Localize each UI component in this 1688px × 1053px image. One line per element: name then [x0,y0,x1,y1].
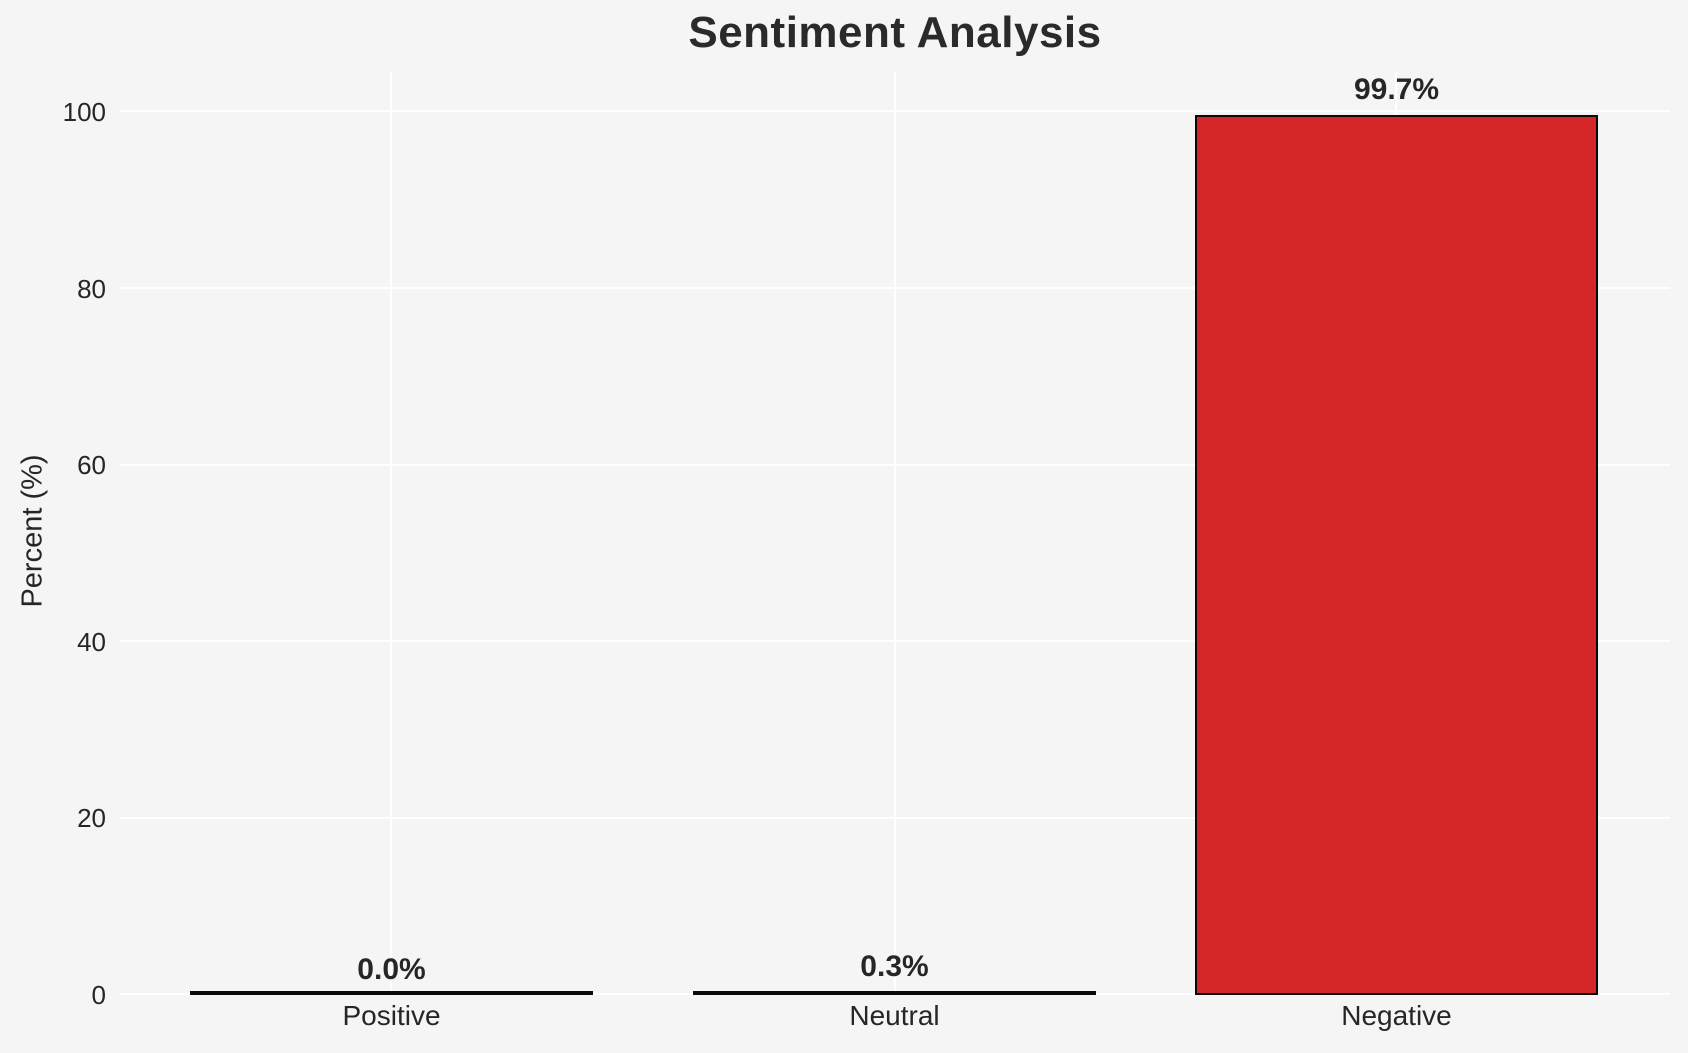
bar-column-negative: 99.7% [1195,72,1598,995]
y-tick-80: 80 [77,274,106,304]
y-tick-0: 0 [91,980,106,1010]
y-tick-20: 20 [77,803,106,833]
y-tick-60: 60 [77,450,106,480]
gridline-v-positive [390,72,392,995]
bar-rect-neutral [693,991,1096,995]
x-tick-positive: Positive [342,1000,441,1031]
gridline-v-neutral [894,72,896,995]
bar-value-label-negative: 99.7% [1353,72,1440,106]
x-tick-negative: Negative [1341,1000,1452,1031]
bar-value-label-positive: 0.0% [357,953,426,986]
chart-title: Sentiment Analysis [688,8,1102,57]
y-tick-100: 100 [62,97,106,127]
bar-rect-negative [1195,114,1598,995]
plot-area: 0.0% 0.3% 99.7% [120,72,1670,995]
bar-column-positive: 0.0% [190,72,593,995]
y-tick-40: 40 [77,627,106,657]
bar-column-neutral: 0.3% [693,72,1096,995]
x-tick-neutral: Neutral [849,1000,940,1031]
bar-value-label-neutral: 0.3% [860,950,929,984]
bar-rect-positive [190,991,593,995]
